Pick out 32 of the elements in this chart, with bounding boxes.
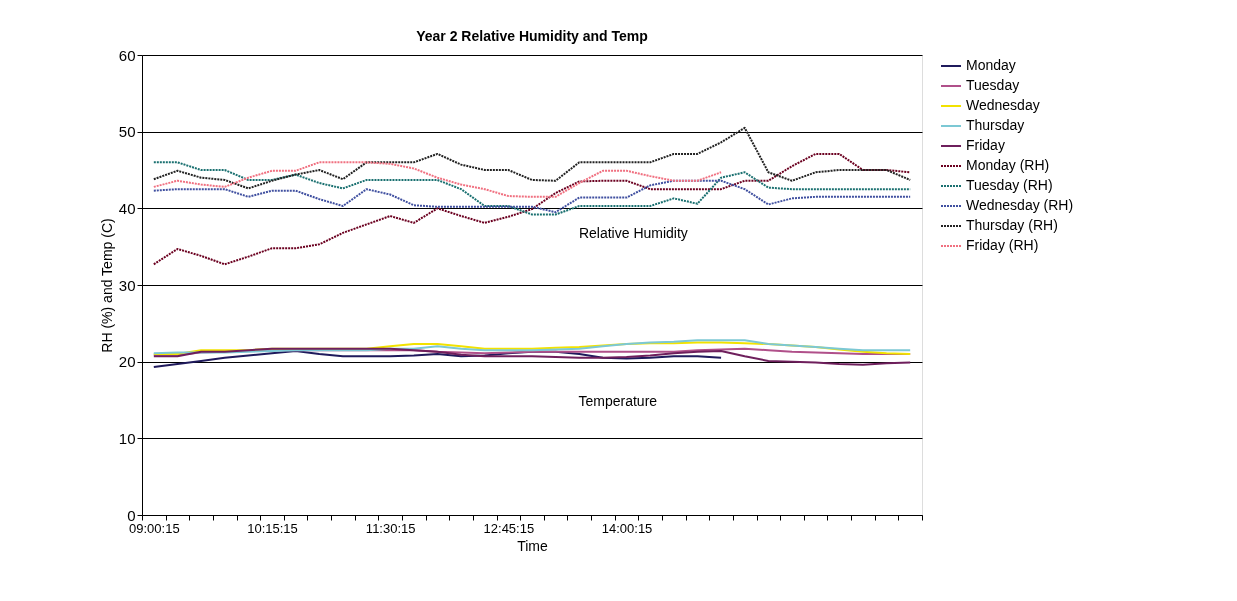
legend-label: Tuesday bbox=[966, 77, 1020, 93]
y-tick-label: 30 bbox=[118, 276, 136, 294]
y-tick-label: 50 bbox=[118, 123, 136, 141]
line-series bbox=[152, 126, 912, 190]
line-series bbox=[152, 161, 723, 198]
x-tick-label: 12:45:15 bbox=[483, 520, 535, 536]
annotation: Relative Humidity bbox=[578, 225, 688, 242]
chart-title: Year 2 Relative Humidity and Temp bbox=[416, 28, 648, 44]
line-series bbox=[152, 161, 912, 216]
legend-label: Friday (RH) bbox=[966, 237, 1039, 253]
legend-label: Thursday bbox=[966, 117, 1025, 133]
line-series bbox=[152, 179, 912, 214]
x-tick-label: 11:30:15 bbox=[365, 520, 416, 536]
y-tick-label: 10 bbox=[118, 429, 136, 447]
legend-label: Wednesday (RH) bbox=[966, 197, 1074, 213]
legend-label: Friday bbox=[966, 137, 1005, 153]
x-axis-title: Time bbox=[517, 537, 549, 554]
legend-label: Monday bbox=[966, 57, 1016, 73]
y-axis-title: RH (%) and Temp (C) bbox=[98, 218, 115, 353]
legend-label: Tuesday (RH) bbox=[966, 177, 1053, 193]
legend-label: Monday (RH) bbox=[966, 157, 1050, 173]
line-series bbox=[152, 349, 723, 369]
y-tick-label: 20 bbox=[118, 353, 136, 371]
y-tick-label: 40 bbox=[118, 199, 136, 217]
line-series bbox=[152, 152, 912, 266]
legend-label: Thursday (RH) bbox=[966, 217, 1058, 233]
legend-label: Wednesday bbox=[966, 97, 1040, 113]
annotation: Temperature bbox=[578, 393, 658, 410]
x-tick-label: 10:15:15 bbox=[247, 520, 298, 536]
y-tick-label: 60 bbox=[118, 46, 136, 64]
line-series bbox=[152, 347, 912, 366]
x-tick-label: 14:00:15 bbox=[601, 520, 653, 536]
